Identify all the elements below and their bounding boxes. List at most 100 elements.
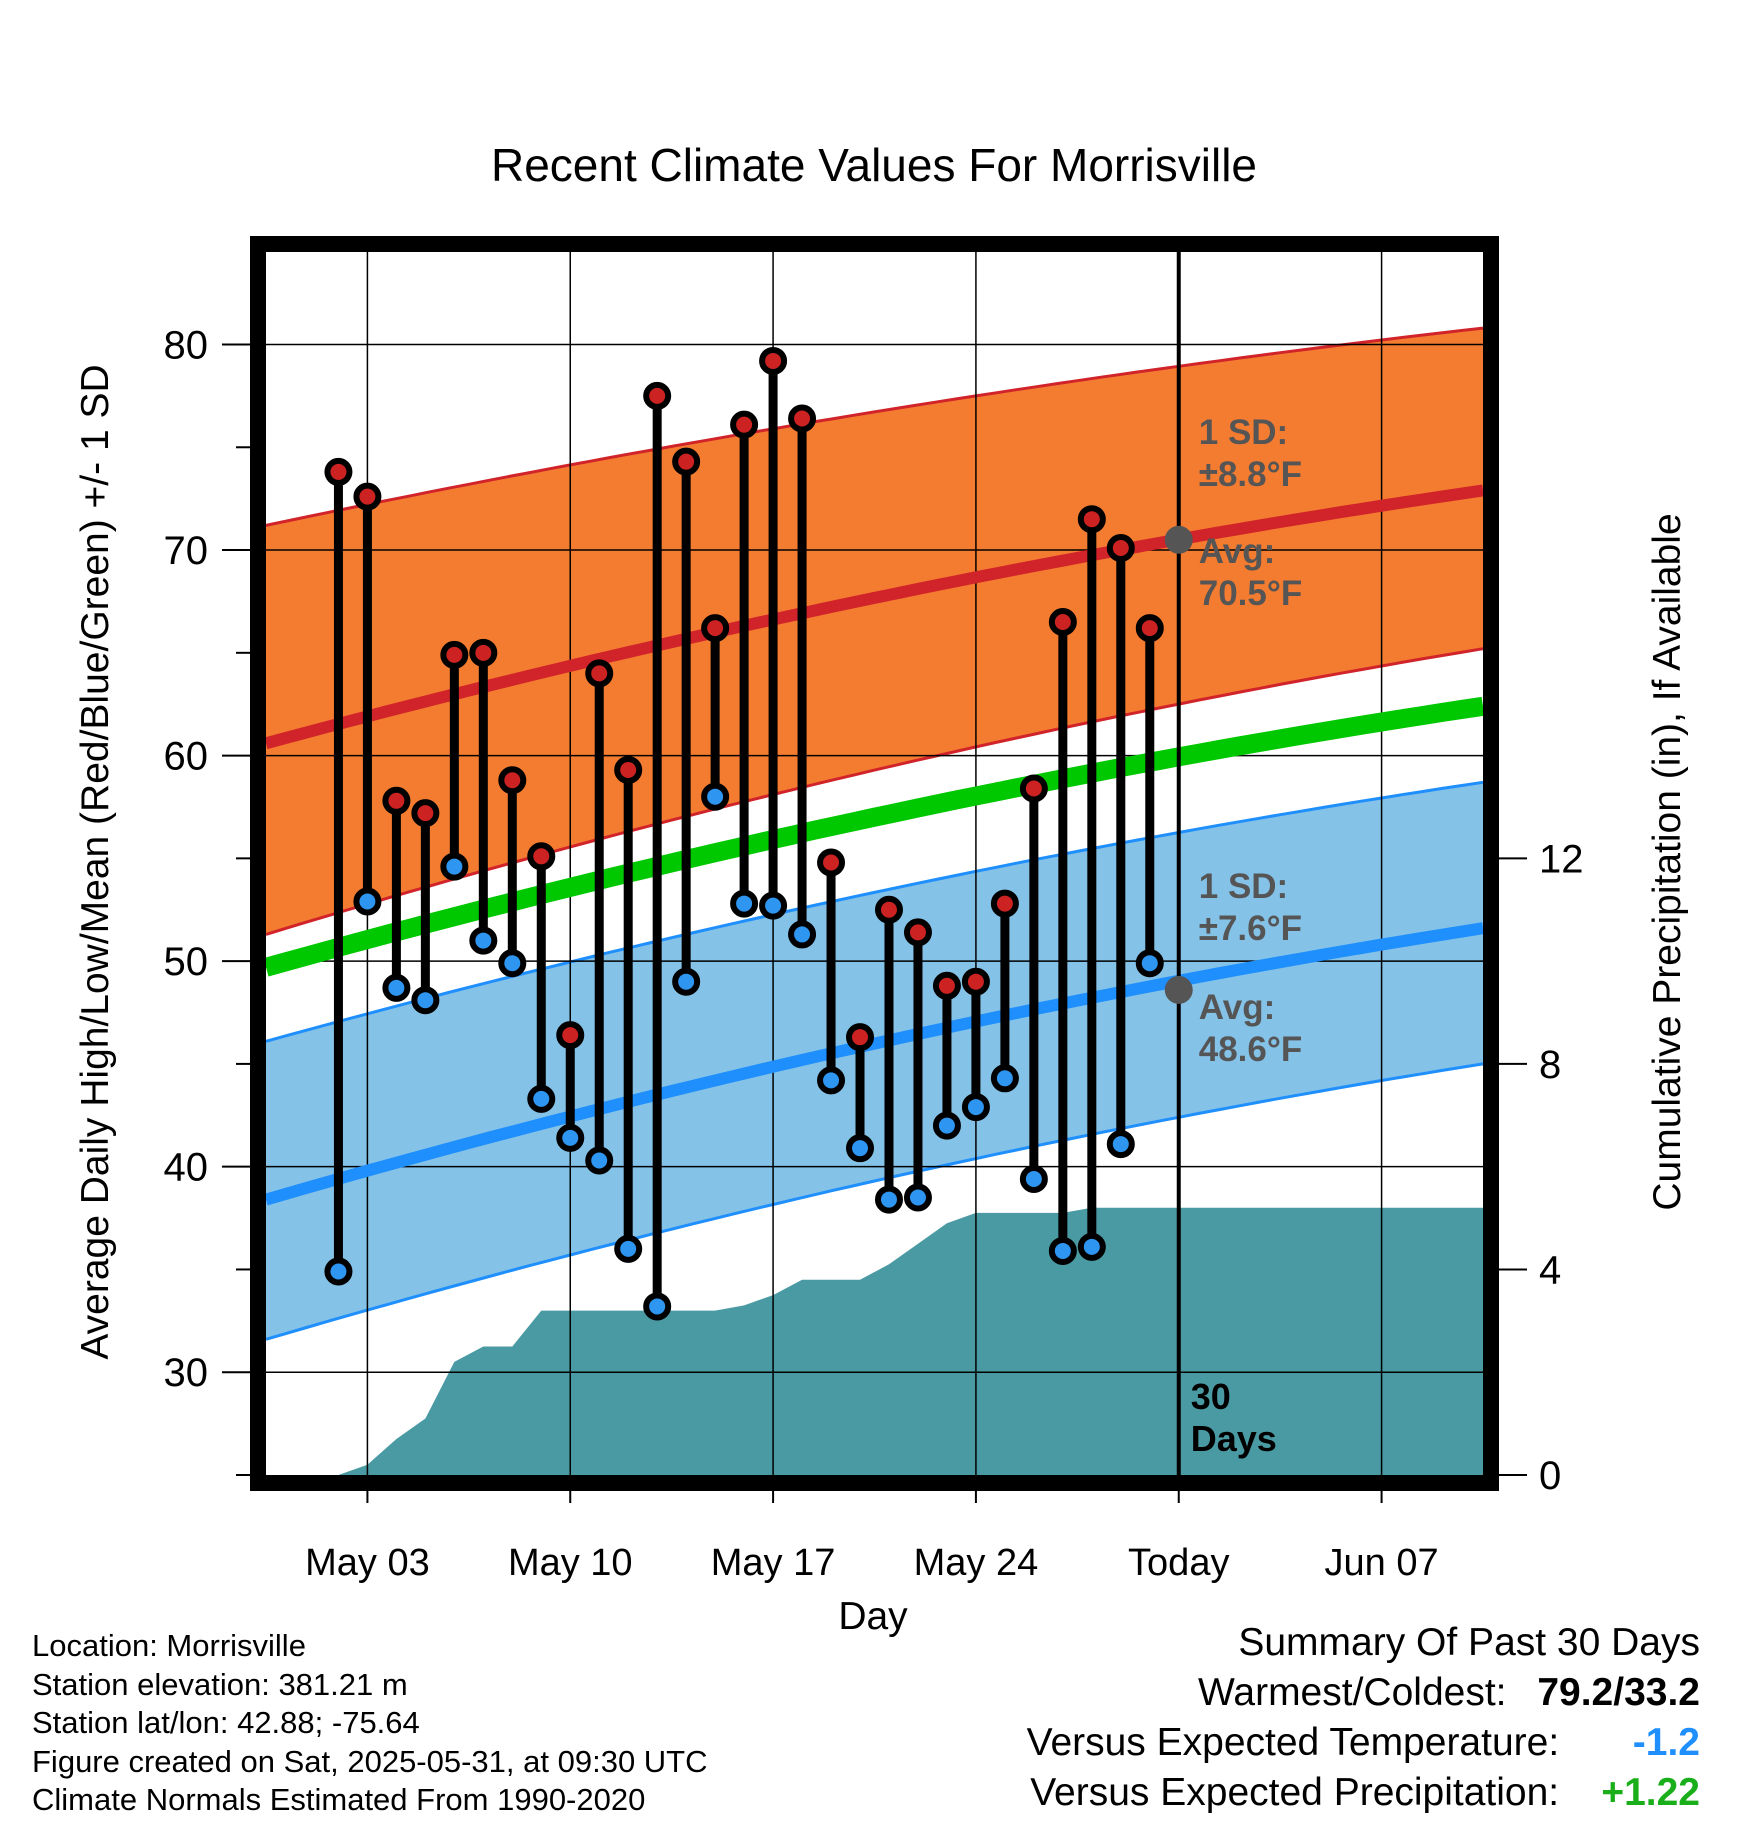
daily-low-point <box>527 1084 556 1113</box>
daily-low-point <box>1135 949 1164 978</box>
daily-low-point <box>440 852 469 881</box>
y-tick-label: 40 <box>164 1146 209 1190</box>
daily-low-point <box>817 1066 846 1095</box>
high-avg-note-line-1: 70.5°F <box>1199 574 1303 613</box>
daily-high-point <box>759 346 788 375</box>
low-sd-band-upper-edge <box>265 780 1484 1043</box>
y-axis-label: Average Daily High/Low/Mean (Red/Blue/Gr… <box>74 364 117 1359</box>
daily-high-point <box>1019 774 1048 803</box>
y-tick-label: 70 <box>164 529 209 573</box>
y2-tick-label: 8 <box>1539 1043 1561 1087</box>
daily-high-point <box>672 447 701 476</box>
daily-low-point <box>874 1185 903 1214</box>
days-word-label: Days <box>1191 1418 1277 1459</box>
daily-high-point <box>961 967 990 996</box>
normals-text: Climate Normals Estimated From 1990-2020 <box>32 1782 646 1817</box>
summary-precip: Versus Expected Precipitation: +1.22 <box>1027 1768 1700 1818</box>
high-avg-note-line-0: Avg: <box>1199 532 1275 571</box>
daily-high-point <box>990 889 1019 918</box>
daily-high-point <box>1077 505 1106 534</box>
mean-normal-line <box>263 696 1485 977</box>
daily-low-point <box>701 782 730 811</box>
precip-label: Versus Expected Precipitation: <box>1030 1771 1560 1814</box>
daily-high-point <box>903 918 932 947</box>
daily-low-point <box>788 920 817 949</box>
warm-cold-value: 79.2/33.2 <box>1537 1671 1700 1714</box>
daily-high-point <box>643 381 672 410</box>
daily-low-point <box>1077 1232 1106 1261</box>
y2-tick-label: 12 <box>1539 837 1584 881</box>
summary-panel: Summary Of Past 30 Days Warmest/Coldest:… <box>1027 1618 1700 1818</box>
daily-low-point <box>961 1093 990 1122</box>
daily-low-point <box>469 926 498 955</box>
warm-cold-label: Warmest/Coldest: <box>1198 1671 1507 1714</box>
daily-high-point <box>353 482 382 511</box>
daily-high-point <box>498 766 527 795</box>
low-sd-note-line-0: 1 SD: <box>1199 867 1288 906</box>
y-tick-label: 50 <box>164 940 209 984</box>
daily-high-point <box>874 895 903 924</box>
daily-low-point <box>556 1123 585 1152</box>
x-tick-label: May 10 <box>508 1542 633 1584</box>
high-sd-note-line-0: 1 SD: <box>1199 413 1288 452</box>
daily-high-point <box>614 755 643 784</box>
station-info: Location: Morrisville Station elevation:… <box>32 1627 708 1820</box>
elevation-text: Station elevation: 381.21 m <box>32 1666 408 1702</box>
normal-lines-layer <box>263 484 1485 1206</box>
precip-area-layer <box>338 1207 1483 1475</box>
daily-high-point <box>1135 614 1164 643</box>
daily-high-point <box>469 638 498 667</box>
daily-low-point <box>672 967 701 996</box>
summary-temp: Versus Expected Temperature: -1.2 <box>1027 1718 1700 1768</box>
plot-frame <box>250 236 1499 1491</box>
daily-low-point <box>643 1292 672 1321</box>
low-avg-note-line-1: 48.6°F <box>1199 1030 1303 1069</box>
daily-low-point <box>1106 1130 1135 1159</box>
chart-title: Recent Climate Values For Morrisville <box>491 139 1257 191</box>
daily-high-point <box>846 1023 875 1052</box>
daily-low-point <box>759 891 788 920</box>
daily-high-point <box>527 842 556 871</box>
y-tick-label: 80 <box>164 323 209 367</box>
x-tick-label: May 03 <box>305 1542 430 1584</box>
today-high-avg-marker <box>1164 525 1193 554</box>
daily-low-point <box>1048 1236 1077 1265</box>
high-sd-band-upper-edge <box>265 326 1484 527</box>
daily-high-point <box>817 848 846 877</box>
high-sd-note-line-1: ±8.8°F <box>1199 455 1302 494</box>
summary-heading: Summary Of Past 30 Days <box>1238 1621 1700 1664</box>
daily-low-point <box>585 1146 614 1175</box>
daily-high-point <box>701 614 730 643</box>
x-axis-label: Day <box>838 1595 908 1638</box>
daily-high-point <box>411 799 440 828</box>
y-tick-label: 60 <box>164 735 209 779</box>
temp-value: -1.2 <box>1632 1721 1700 1764</box>
daily-high-point <box>440 640 469 669</box>
daily-bars-layer <box>324 346 1164 1321</box>
today-low-avg-marker <box>1164 975 1193 1004</box>
y2-tick-label: 0 <box>1539 1454 1561 1498</box>
daily-high-point <box>324 457 353 486</box>
y-tick-label: 30 <box>164 1351 209 1395</box>
daily-low-point <box>932 1111 961 1140</box>
daily-low-point <box>382 973 411 1002</box>
location-text: Location: Morrisville <box>32 1628 306 1663</box>
y2-tick-label: 4 <box>1539 1248 1561 1292</box>
latlon-text: Station lat/lon: 42.88; -75.64 <box>32 1705 420 1740</box>
axes-layer: 30 40 50 60 70 80 0 4 8 12 May 03 May 10 May 17 May 2… <box>164 236 1584 1584</box>
daily-low-point <box>411 986 440 1015</box>
summary-warm-cold: Warmest/Coldest: 79.2/33.2 <box>1027 1668 1700 1718</box>
days-count-label: 30 <box>1191 1376 1231 1417</box>
high-sd-band-lower-edge <box>265 647 1484 936</box>
y2-axis-label: Cumulative Precipitation (in), If Availa… <box>1646 513 1689 1210</box>
created-text: Figure created on Sat, 2025-05-31, at 09… <box>32 1743 708 1779</box>
daily-low-point <box>324 1257 353 1286</box>
low-normal-line <box>264 922 1484 1206</box>
temp-label: Versus Expected Temperature: <box>1026 1721 1560 1764</box>
daily-high-point <box>932 971 961 1000</box>
x-tick-label: May 24 <box>914 1542 1039 1584</box>
precip-area <box>338 1207 1483 1475</box>
